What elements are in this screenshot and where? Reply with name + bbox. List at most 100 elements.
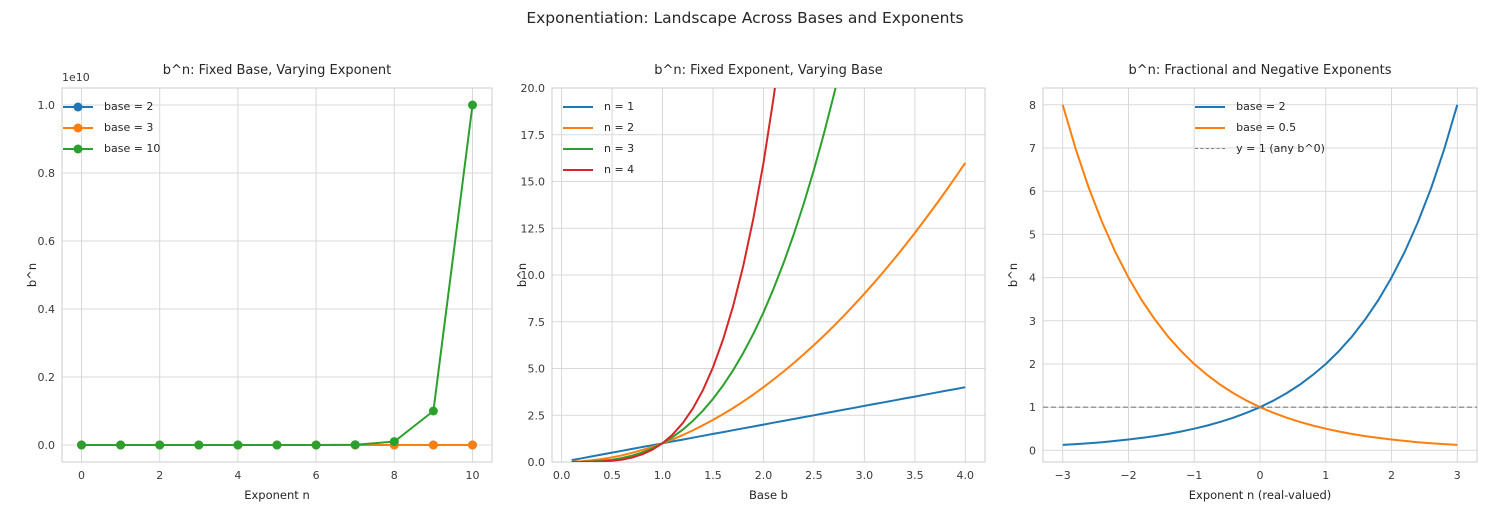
legend: base = 2 base = 3 base = 10 bbox=[63, 96, 160, 159]
line-swatch-icon bbox=[63, 101, 93, 113]
legend-item: base = 2 bbox=[1195, 96, 1325, 117]
legend: n = 1 n = 2 n = 3 n = 4 bbox=[563, 96, 634, 180]
x-tick-label: 0 bbox=[1257, 469, 1264, 482]
y-tick-label: 0.4 bbox=[38, 303, 56, 316]
series-group bbox=[1043, 104, 1477, 446]
data-point-marker bbox=[350, 440, 360, 450]
legend-label: n = 4 bbox=[604, 163, 635, 176]
x-tick-label: 10 bbox=[466, 469, 480, 482]
y-tick-label: 0.8 bbox=[38, 167, 56, 180]
series-line bbox=[571, 88, 837, 462]
x-tick-label: 2.0 bbox=[755, 469, 773, 482]
series-group bbox=[571, 88, 967, 462]
tick-labels: 0 2 4 6 8 10 0.0 0.2 0.4 0.6 0.8 1.0 bbox=[38, 99, 480, 482]
y-tick-label: 2.5 bbox=[528, 409, 546, 422]
line-swatch-icon bbox=[1195, 122, 1226, 134]
y-tick-label: 4 bbox=[1029, 272, 1036, 285]
legend-label: y = 1 (any b^0) bbox=[1236, 142, 1325, 155]
x-tick-label: 2.5 bbox=[805, 469, 823, 482]
legend-label: base = 2 bbox=[1236, 100, 1286, 113]
y-tick-label: 0.0 bbox=[528, 456, 546, 469]
plot-title: b^n: Fixed Exponent, Varying Base bbox=[654, 63, 883, 78]
line-swatch-icon bbox=[1195, 101, 1226, 113]
y-tick-label: 1.0 bbox=[38, 99, 56, 112]
plot-canvas: −3 −2 −1 0 1 2 3 0 1 2 3 4 5 6 7 8 bbox=[1029, 87, 1478, 482]
x-tick-label: 8 bbox=[391, 469, 398, 482]
subplot-fixed-exponent: b^n: Fixed Exponent, Varying Base b^n 0.… bbox=[508, 55, 995, 515]
figure-suptitle: Exponentiation: Landscape Across Bases a… bbox=[526, 9, 964, 27]
plot-canvas: 0 2 4 6 8 10 0.0 0.2 0.4 0.6 0.8 1.0 bbox=[38, 87, 493, 482]
x-tick-label: 2 bbox=[1388, 469, 1395, 482]
series-line bbox=[571, 88, 776, 462]
y-tick-label: 0.0 bbox=[38, 439, 56, 452]
legend-label: base = 2 bbox=[104, 100, 154, 113]
x-tick-label: 3.5 bbox=[906, 469, 924, 482]
x-tick-label: 1.5 bbox=[704, 469, 722, 482]
legend-item: base = 10 bbox=[63, 138, 160, 159]
x-tick-label: 6 bbox=[313, 469, 320, 482]
data-point-marker bbox=[116, 440, 126, 450]
subplot-fractional-negative: b^n: Fractional and Negative Exponents b… bbox=[999, 55, 1487, 515]
legend-label: base = 10 bbox=[104, 142, 161, 155]
legend-label: n = 1 bbox=[604, 100, 635, 113]
x-tick-label: 0.5 bbox=[603, 469, 621, 482]
data-point-marker bbox=[194, 440, 204, 450]
plot-border bbox=[61, 87, 493, 463]
y-tick-label: 7.5 bbox=[528, 316, 546, 329]
legend: base = 2 base = 0.5 y = 1 (any b^0) bbox=[1043, 96, 1477, 159]
legend-label: base = 0.5 bbox=[1236, 121, 1297, 134]
x-axis-label: Base b bbox=[749, 488, 788, 502]
y-tick-label: 0.6 bbox=[38, 235, 56, 248]
x-tick-label: 4 bbox=[234, 469, 241, 482]
legend-item: n = 2 bbox=[563, 117, 634, 138]
plot-border bbox=[1042, 87, 1478, 463]
x-tick-label: 4.0 bbox=[957, 469, 975, 482]
legend-label: n = 3 bbox=[604, 142, 635, 155]
line-swatch-icon bbox=[63, 143, 93, 155]
plot-border bbox=[551, 87, 986, 463]
series-group bbox=[77, 100, 477, 450]
plot-title: b^n: Fixed Base, Varying Exponent bbox=[162, 63, 392, 78]
legend-label: base = 3 bbox=[104, 121, 154, 134]
x-tick-label: 3 bbox=[1454, 469, 1461, 482]
line-swatch-icon bbox=[63, 122, 93, 134]
data-point-marker bbox=[428, 440, 438, 450]
x-tick-label: 0 bbox=[78, 469, 85, 482]
line-swatch-icon bbox=[563, 122, 593, 134]
y-tick-label: 3 bbox=[1029, 315, 1036, 328]
data-point-marker bbox=[272, 440, 282, 450]
data-point-marker bbox=[77, 440, 86, 450]
legend-item: base = 3 bbox=[63, 117, 160, 138]
legend-item: n = 1 bbox=[563, 96, 634, 117]
series-line bbox=[571, 162, 967, 462]
y-tick-label: 0 bbox=[1029, 444, 1036, 457]
tick-labels: 0.0 0.5 1.0 1.5 2.0 2.5 3.0 3.5 4.0 0.0 2.5 5.0 7.5 1… bbox=[521, 82, 975, 482]
line-swatch-icon bbox=[563, 143, 593, 155]
x-tick-label: 0.0 bbox=[553, 469, 571, 482]
y-tick-label: 5.0 bbox=[528, 363, 546, 376]
legend-item: base = 2 bbox=[63, 96, 160, 117]
y-tick-label: 0.2 bbox=[38, 371, 56, 384]
x-tick-label: 3.0 bbox=[856, 469, 874, 482]
legend-item: y = 1 (any b^0) bbox=[1195, 138, 1325, 159]
tick-labels: −3 −2 −1 0 1 2 3 0 1 2 3 4 5 6 7 8 bbox=[1029, 99, 1461, 482]
x-tick-label: 1.0 bbox=[654, 469, 672, 482]
y-tick-label: 10.0 bbox=[521, 269, 546, 282]
x-axis-label: Exponent n (real-valued) bbox=[1188, 488, 1332, 502]
series-line bbox=[571, 386, 966, 462]
data-point-marker bbox=[389, 437, 399, 447]
y-tick-label: 6 bbox=[1029, 185, 1036, 198]
plot-title: b^n: Fractional and Negative Exponents bbox=[1128, 63, 1392, 78]
y-tick-label: 20.0 bbox=[521, 82, 546, 95]
y-tick-label: 17.5 bbox=[521, 129, 546, 142]
y-axis-offset-text: 1e10 bbox=[62, 71, 90, 84]
x-tick-label: −3 bbox=[1055, 469, 1071, 482]
y-tick-label: 15.0 bbox=[521, 176, 546, 189]
subplot-fixed-base: b^n: Fixed Base, Varying Exponent 1e10 b… bbox=[18, 55, 502, 515]
legend-item: n = 4 bbox=[563, 159, 634, 180]
y-tick-label: 1 bbox=[1029, 401, 1036, 414]
data-point-marker bbox=[155, 440, 165, 450]
y-tick-label: 5 bbox=[1029, 228, 1036, 241]
dashed-line-swatch-icon bbox=[1195, 148, 1226, 149]
